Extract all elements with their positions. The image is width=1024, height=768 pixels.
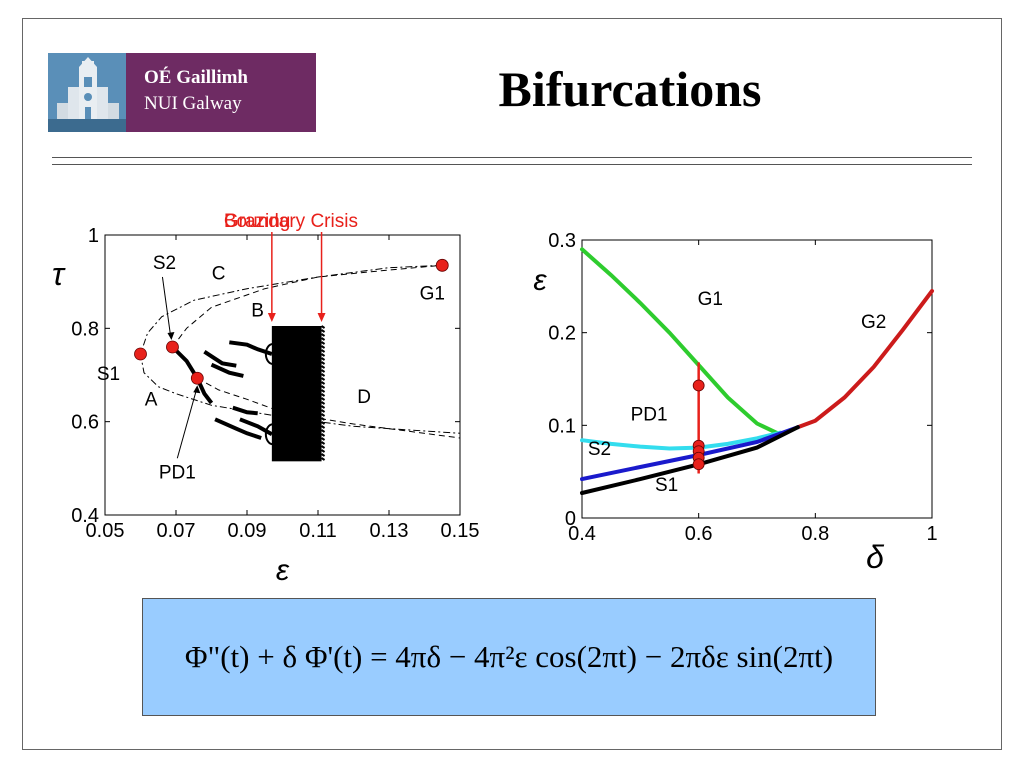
bifurcation-curve [172, 264, 443, 348]
grazing-loop-upper [264, 343, 281, 365]
right-x-tick-label: 0.4 [568, 523, 596, 545]
right-y-tick-label: 0.1 [548, 415, 576, 437]
series-label-s1: S1 [655, 475, 678, 496]
region-label: B [251, 301, 264, 322]
point-label: G1 [420, 283, 445, 304]
left-y-tick-label: 0.8 [71, 318, 99, 340]
x-axis-label: ε [276, 554, 290, 587]
pd1-pointer-head [193, 385, 201, 394]
y-axis-label: τ [52, 256, 66, 292]
left-x-tick-label: 0.07 [157, 520, 196, 542]
left-x-tick-label: 0.05 [86, 520, 125, 542]
right-y-tick-label: 0.2 [548, 323, 576, 345]
grazing-loop-lower [264, 423, 281, 446]
boundary-crisis-arrow-head [317, 313, 326, 322]
bifurcation-point [190, 371, 204, 385]
slide-frame [22, 18, 1002, 750]
region-label: D [357, 387, 371, 408]
quadrangle-tower-icon [48, 53, 126, 132]
slide-title: Bifurcations [498, 61, 762, 117]
grazing-arrow-head [267, 313, 276, 322]
period-branch-line [214, 417, 262, 440]
s2-pointer-head [167, 332, 175, 340]
bifurcation-point [166, 340, 179, 354]
bifurcation-point [134, 347, 147, 361]
bifurcation-curve [197, 377, 461, 439]
series-label-pd1: PD1 [631, 405, 668, 426]
epsilon-delta-bifurcation-chart: 0.4 0.6 0.8 1 0 0.1 0.2 0.3 G1 G2 PD1 S2 S1 δ ε [533, 230, 937, 575]
bifurcation-point [692, 458, 705, 471]
left-x-tick-label: 0.13 [370, 520, 409, 542]
annotation-grazing: Grazing [224, 211, 291, 232]
series-line-g1 [580, 247, 783, 437]
left-y-tick-label: 0.4 [71, 505, 99, 527]
series-line-pd1 [580, 430, 783, 451]
bifurcation-point [692, 379, 705, 392]
series-line-g2 [795, 289, 934, 430]
right-x-tick-label: 0.8 [801, 523, 829, 545]
right-y-tick-label: 0.3 [548, 230, 576, 252]
s2-pointer [161, 276, 171, 336]
header-rule-bottom [52, 164, 972, 165]
point-label: S1 [97, 364, 120, 385]
chaotic-band-edge [320, 325, 326, 461]
chaotic-attractor-band [271, 326, 322, 462]
point-label: S2 [153, 253, 176, 274]
left-x-tick-label: 0.09 [228, 520, 267, 542]
pd1-pointer [176, 390, 197, 459]
left-plot-frame [104, 234, 461, 516]
equation-box: Φ"(t) + δ Φ'(t) = 4πδ − 4π²ε cos(2πt) − … [142, 598, 876, 716]
region-label: A [145, 389, 158, 410]
series-label-g2: G2 [861, 312, 886, 333]
series-label-s2: S2 [588, 439, 611, 460]
period-branch-line [171, 345, 200, 380]
period-branch-line [229, 340, 273, 356]
period-branch-line [210, 362, 244, 378]
period-branch-line [203, 350, 237, 368]
point-label: PD1 [159, 462, 196, 483]
logo-english-name: NUI Galway [144, 93, 242, 114]
logo-wordmark: OÉ Gaillimh NUI Galway [126, 53, 316, 132]
header-rule-top [52, 157, 972, 158]
left-y-tick-label: 0.6 [71, 412, 99, 434]
equation-of-motion: Φ"(t) + δ Φ'(t) = 4πδ − 4π²ε cos(2πt) − … [184, 639, 834, 674]
left-y-tick-label: 1 [88, 225, 99, 247]
y-axis-label: ε [533, 264, 547, 297]
period-branch-line [239, 417, 273, 437]
series-label-g1: G1 [698, 289, 723, 310]
x-axis-label: δ [866, 539, 885, 575]
right-plot-frame [581, 239, 933, 519]
period-branch-line [232, 405, 258, 416]
bifurcation-point [435, 258, 449, 272]
right-x-tick-label: 0.6 [685, 523, 713, 545]
left-x-tick-label: 0.11 [299, 520, 336, 542]
logo-irish-name: OÉ Gaillimh [144, 67, 248, 88]
tau-epsilon-bifurcation-chart: 0.05 0.07 0.09 0.11 0.13 0.15 0.4 0.6 0.8 1 Grazin… [52, 211, 480, 587]
annotation-boundary-crisis: Boundary Crisis [224, 211, 358, 232]
right-x-tick-label: 1 [926, 523, 937, 545]
university-logo: OÉ Gaillimh NUI Galway [48, 53, 316, 132]
right-y-tick-label: 0 [565, 508, 576, 530]
left-x-tick-label: 0.15 [441, 520, 480, 542]
region-label: C [212, 263, 226, 284]
